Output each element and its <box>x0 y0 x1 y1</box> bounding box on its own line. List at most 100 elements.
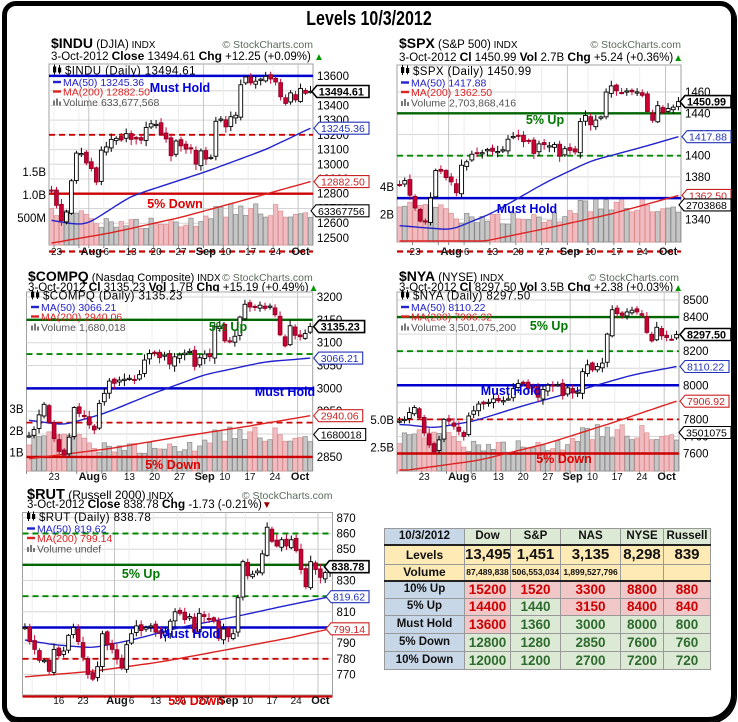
svg-text:13: 13 <box>126 247 138 258</box>
svg-text:13: 13 <box>150 696 162 707</box>
svg-text:7800: 7800 <box>683 414 709 426</box>
svg-text:24: 24 <box>269 472 281 483</box>
svg-text:Sep: Sep <box>560 246 580 258</box>
svg-text:8000: 8000 <box>683 380 709 392</box>
svg-text:1680018: 1680018 <box>321 430 362 442</box>
svg-text:1440: 1440 <box>685 108 711 120</box>
svg-text:Must Hold: Must Hold <box>497 202 557 216</box>
svg-text:MA(50) 1417.88: MA(50) 1417.88 <box>411 78 486 90</box>
svg-text:© StockCharts.com: © StockCharts.com <box>242 490 333 502</box>
svg-text:$SPX (Daily) 1450.99: $SPX (Daily) 1450.99 <box>413 66 532 78</box>
svg-text:24: 24 <box>636 472 648 483</box>
svg-text:23: 23 <box>77 696 89 707</box>
svg-text:3-Oct-2012 Close 838: 3-Oct-2012 Close 838.78 Chg -1.73 (-0.21… <box>27 497 272 511</box>
svg-text:3100: 3100 <box>317 338 343 350</box>
svg-text:3501075: 3501075 <box>686 428 727 440</box>
svg-text:10: 10 <box>587 472 599 483</box>
svg-text:Sep: Sep <box>196 246 216 258</box>
svg-text:1400: 1400 <box>685 151 711 163</box>
svg-text:13245.36: 13245.36 <box>321 123 365 135</box>
svg-text:3B: 3B <box>9 404 23 416</box>
svg-text:Aug: Aug <box>106 695 127 707</box>
svg-text:20: 20 <box>174 696 186 707</box>
svg-text:1450.99: 1450.99 <box>687 97 726 109</box>
svg-text:5% Down: 5% Down <box>536 452 592 466</box>
svg-text:2.5B: 2.5B <box>370 443 394 455</box>
svg-text:13000: 13000 <box>317 159 349 171</box>
svg-text:© StockCharts.com: © StockCharts.com <box>222 272 313 284</box>
svg-text:63367756: 63367756 <box>318 206 365 218</box>
svg-text:$COMPQ (Daily) 3135.23: $COMPQ (Daily) 3135.23 <box>43 291 183 303</box>
svg-text:Must Hold: Must Hold <box>255 385 315 399</box>
svg-text:$NYA (Daily) 8297.50: $NYA (Daily) 8297.50 <box>413 291 531 303</box>
svg-text:23: 23 <box>51 247 63 258</box>
svg-text:20: 20 <box>518 472 530 483</box>
svg-text:8500: 8500 <box>683 295 709 307</box>
svg-text:27: 27 <box>174 472 186 483</box>
svg-text:5% Down: 5% Down <box>147 197 203 211</box>
svg-text:500M: 500M <box>17 213 46 225</box>
svg-text:819.62: 819.62 <box>333 592 365 604</box>
svg-text:2703868: 2703868 <box>686 200 727 212</box>
svg-text:13: 13 <box>493 472 505 483</box>
svg-text:13494.61: 13494.61 <box>319 87 364 99</box>
svg-text:17: 17 <box>611 247 623 258</box>
svg-text:17: 17 <box>612 472 624 483</box>
svg-text:790: 790 <box>337 638 356 650</box>
svg-text:© StockCharts.com: © StockCharts.com <box>590 39 681 51</box>
svg-text:Oct: Oct <box>311 695 330 707</box>
svg-text:MA(200) 2940.06: MA(200) 2940.06 <box>41 312 122 324</box>
svg-text:Oct: Oct <box>291 246 310 258</box>
svg-text:23: 23 <box>410 247 422 258</box>
svg-text:10: 10 <box>219 472 231 483</box>
svg-text:7906.92: 7906.92 <box>687 396 725 408</box>
svg-text:$INDU (Daily) 13494.61: $INDU (Daily) 13494.61 <box>65 66 196 78</box>
svg-text:Must Hold: Must Hold <box>150 81 210 95</box>
svg-text:10: 10 <box>242 696 254 707</box>
svg-text:1B: 1B <box>9 448 23 460</box>
svg-text:Must Hold: Must Hold <box>160 627 220 641</box>
svg-text:$COMPQ (Nasdaq Composite) IND: $COMPQ (Nasdaq Composite) INDX <box>28 268 221 284</box>
svg-text:Oct: Oct <box>657 471 676 483</box>
svg-text:Oct: Oct <box>659 246 678 258</box>
svg-text:1380: 1380 <box>685 172 711 184</box>
svg-text:MA(200) 1362.50: MA(200) 1362.50 <box>411 87 492 99</box>
svg-text:17: 17 <box>244 472 256 483</box>
svg-text:24: 24 <box>291 696 303 707</box>
svg-text:1.0B: 1.0B <box>22 190 46 202</box>
svg-text:23: 23 <box>419 472 431 483</box>
svg-text:13: 13 <box>487 247 499 258</box>
svg-text:10: 10 <box>585 247 597 258</box>
svg-text:Volume 1,680,018: Volume 1,680,018 <box>41 322 126 334</box>
svg-text:MA(200) 799.14: MA(200) 799.14 <box>37 533 112 545</box>
svg-text:3-Oct-2012 Cl 1450.99 Vol 2: 3-Oct-2012 Cl 1450.99 Vol 2.7B Chg +5.24… <box>399 50 683 64</box>
svg-text:13600: 13600 <box>317 71 349 83</box>
svg-text:27: 27 <box>175 247 187 258</box>
svg-text:MA(200) 12882.50: MA(200) 12882.50 <box>63 87 150 99</box>
svg-text:12500: 12500 <box>317 233 349 245</box>
svg-text:12882.50: 12882.50 <box>321 177 365 189</box>
svg-text:16: 16 <box>53 696 65 707</box>
svg-text:Volume undef: Volume undef <box>37 544 101 556</box>
svg-text:3-Oct-2012 Cl 3135.23 Vol 1: 3-Oct-2012 Cl 3135.23 Vol 1.7B Chg +15.1… <box>28 280 319 294</box>
svg-text:3135.23: 3135.23 <box>321 322 360 334</box>
svg-text:20: 20 <box>149 472 161 483</box>
svg-text:$INDU (DJIA) INDX: $INDU (DJIA) INDX <box>51 35 156 51</box>
svg-text:27: 27 <box>542 472 554 483</box>
svg-text:MA(50) 8110.22: MA(50) 8110.22 <box>411 302 486 314</box>
svg-text:27: 27 <box>539 247 551 258</box>
svg-text:Oct: Oct <box>291 471 310 483</box>
svg-text:MA(50) 819.62: MA(50) 819.62 <box>37 524 107 536</box>
svg-text:5% Up: 5% Up <box>122 567 161 581</box>
svg-text:20: 20 <box>513 247 525 258</box>
svg-text:6: 6 <box>102 472 108 483</box>
svg-text:Sep: Sep <box>218 695 238 707</box>
svg-text:Aug: Aug <box>441 246 462 258</box>
svg-text:1340: 1340 <box>685 214 711 226</box>
svg-text:838.78: 838.78 <box>331 562 364 574</box>
svg-text:870: 870 <box>337 513 356 525</box>
svg-text:850: 850 <box>337 544 356 556</box>
svg-text:17: 17 <box>266 696 278 707</box>
svg-text:770: 770 <box>337 670 356 682</box>
svg-text:Aug: Aug <box>79 471 100 483</box>
